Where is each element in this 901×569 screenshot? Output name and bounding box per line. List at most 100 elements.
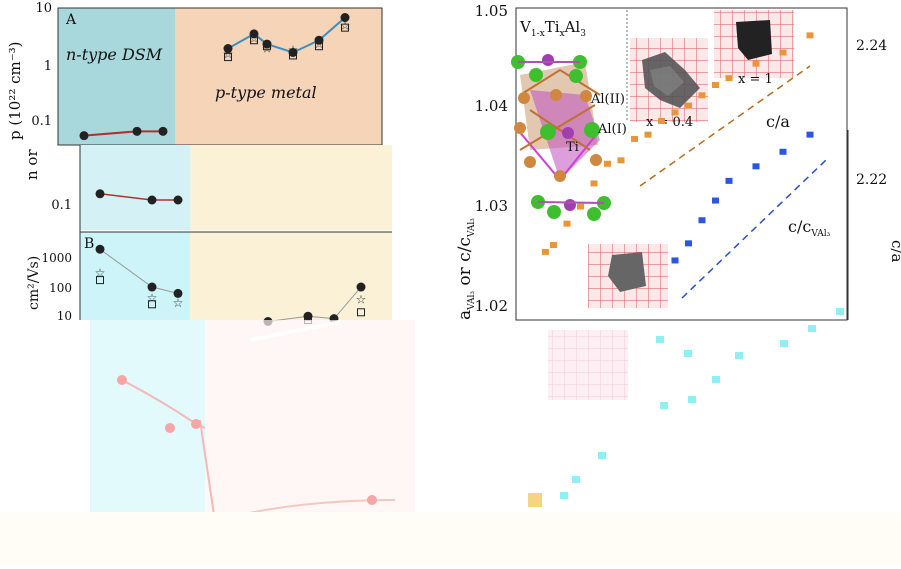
panel-b-ytick-100: 100 (49, 281, 72, 295)
right-point-ca (550, 242, 557, 249)
ghost-orange-mark (528, 493, 542, 507)
atom-label-ti: Ti (566, 140, 579, 155)
panel-b-ytick-1000: 1000 (41, 251, 72, 265)
panel-a-point-n (158, 126, 168, 136)
right-point-ca (779, 49, 787, 56)
right-point-cc (671, 257, 679, 264)
right-point-ca (644, 131, 652, 138)
panel-a-point-n (132, 126, 142, 136)
right-point-cc (725, 177, 733, 184)
panel-b-point-star: ☆ (303, 310, 314, 324)
right-point-ca (604, 160, 611, 167)
panel-a-ytick-10: 10 (35, 1, 52, 16)
panel-a-point-star: ☆ (249, 32, 260, 46)
panel-b-point-square (357, 308, 365, 317)
panel-b-point (95, 244, 105, 254)
right-point-cc (712, 197, 719, 204)
panel-b-point (147, 282, 157, 292)
right-ytick-2p24: 2.24 (856, 38, 887, 54)
panel-a-ytick-0p1: 0.1 (31, 114, 52, 129)
panel-a-point-p (288, 47, 298, 57)
trend-orange (639, 65, 811, 187)
panel-a-n-label: n-type DSM (66, 45, 163, 64)
atom-label-al1: Al(I) (597, 122, 627, 137)
photo-mid (588, 244, 668, 308)
panel-a-point-p (249, 29, 259, 39)
right-ytick-1p04: 1.04 (475, 97, 508, 115)
panel-a-point-square (250, 36, 258, 45)
panel-a-point-star: ☆ (262, 42, 273, 56)
right-ytick-1p05: 1.05 (475, 2, 508, 20)
right-point-cc (779, 148, 787, 155)
series-label-ca: c/a (766, 112, 790, 131)
panel-mid-point (173, 195, 183, 205)
panel-b-point (173, 288, 183, 298)
ghost-point (191, 419, 201, 429)
panel-b-line-p (267, 286, 362, 322)
right-ytick-1p03: 1.03 (475, 197, 508, 215)
panel-a-point-square (341, 23, 349, 32)
right-ytick-2p22: 2.22 (856, 172, 887, 188)
ghost-curve-a (121, 379, 206, 429)
series-label-cc: c/cVAl₃ (788, 217, 831, 239)
panel-mid-ytick: 0.1 (51, 198, 72, 213)
panel-b-point-star: ☆ (147, 291, 158, 305)
panel-b-point (356, 282, 366, 292)
right-point-ca (712, 82, 719, 89)
panel-b-point-square (96, 276, 104, 285)
panel-b-p-region (190, 232, 392, 320)
right-point-ca (685, 102, 692, 109)
right-point-cc (752, 163, 760, 170)
ghost-point (367, 495, 377, 505)
panel-b-ylabel: cm²/Vs) (26, 256, 42, 310)
ghost-curve-white (249, 320, 341, 342)
panel-mid-marks (95, 189, 183, 205)
panel-a-point-star: ☆ (288, 43, 299, 57)
ghost-cyan-points (560, 308, 844, 499)
right-point-ca (617, 157, 625, 164)
right-point-ca (671, 109, 679, 116)
panel-a-ylabel: p (10²² cm⁻³) (6, 41, 24, 140)
right-point-ca (752, 60, 760, 67)
ghost-curve-b (199, 419, 215, 516)
panel-a-point-p (223, 44, 233, 54)
panel-a-point-square (315, 42, 323, 51)
right-point-ca (658, 117, 665, 124)
ghost-point (117, 375, 127, 385)
atom-label-al2: Al(II) (590, 92, 625, 107)
right-point-cc (698, 217, 706, 224)
panel-a-point-n (79, 131, 89, 141)
photo-x04 (630, 38, 708, 122)
bottom-fade (0, 512, 901, 565)
photo-x1 (714, 10, 794, 78)
panel-b-point-star: ☆ (356, 293, 367, 307)
panel-a-point-square (263, 42, 271, 51)
panel-b-letter: B (84, 236, 94, 252)
panel-mid-point (95, 189, 105, 199)
panel-b-point-square (148, 300, 156, 309)
right-point-ca (541, 248, 549, 255)
photo-x1-label: x = 1 (738, 72, 773, 87)
panel-mid-ylabel: n or (23, 149, 41, 180)
panel-a-point-p (340, 13, 350, 23)
panel-b-marks: ☆ ☆ ☆ ☆ ☆ (95, 244, 367, 326)
right-ytick-1p02: 1.02 (475, 297, 508, 315)
panel-mid-p-region (190, 145, 392, 230)
ghost-n-region (90, 320, 205, 522)
ghost-point (165, 423, 175, 433)
panel-a-line-p (227, 16, 346, 54)
panel-a-point-square (224, 53, 232, 62)
crystal-structure (511, 54, 611, 221)
right-ylabel-left: aVAl₃ or c/cVAl₃ (455, 218, 477, 320)
photo-x04-label: x = 0.4 (646, 115, 693, 130)
right-point-ca (631, 135, 638, 142)
right-point-ca (577, 203, 584, 210)
photo-ghost (548, 330, 628, 400)
right-point-ca (563, 220, 571, 227)
panel-a-point-star: ☆ (314, 37, 325, 51)
trend-blue (681, 159, 827, 299)
right-point-ca (590, 180, 598, 187)
ghost-p-region (205, 320, 415, 522)
